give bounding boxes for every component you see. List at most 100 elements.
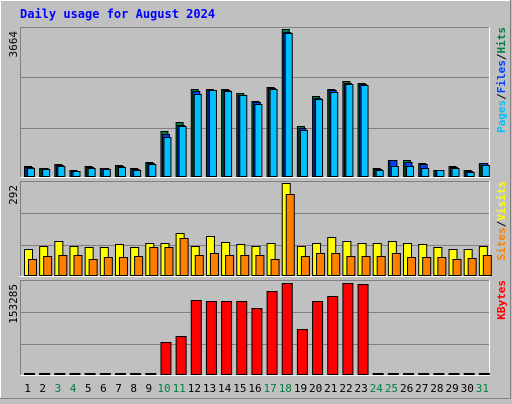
bar-kbytes-day-12 — [190, 300, 202, 375]
bar-kbytes-day-27 — [418, 373, 430, 375]
day-label-11: 11 — [173, 382, 186, 395]
bar-sites-day-31 — [482, 255, 492, 276]
day-label-15: 15 — [233, 382, 246, 395]
day-label-27: 27 — [415, 382, 428, 395]
bar-sites-day-10 — [164, 247, 174, 276]
bar-kbytes-day-20 — [312, 301, 324, 375]
bar-kbytes-day-9 — [145, 373, 157, 375]
day-label-1: 1 — [24, 382, 31, 395]
bar-kbytes-day-16 — [251, 308, 263, 375]
bar-sites-day-15 — [240, 255, 250, 276]
hits-legend-separator: / — [495, 93, 508, 100]
bar-pages-day-16 — [254, 104, 263, 177]
day-label-25: 25 — [385, 382, 398, 395]
bar-sites-day-16 — [255, 255, 265, 276]
bar-sites-day-19 — [300, 256, 310, 276]
bar-sites-day-26 — [407, 257, 417, 276]
bar-kbytes-day-15 — [236, 301, 248, 375]
bar-pages-day-26 — [406, 166, 415, 177]
day-label-4: 4 — [70, 382, 77, 395]
bar-kbytes-day-8 — [130, 373, 142, 375]
day-label-30: 30 — [461, 382, 474, 395]
bar-pages-day-13 — [208, 90, 217, 177]
bar-pages-day-4 — [72, 171, 81, 177]
bar-pages-day-15 — [239, 95, 248, 177]
day-label-22: 22 — [339, 382, 352, 395]
bar-kbytes-day-13 — [205, 301, 217, 375]
day-label-14: 14 — [218, 382, 232, 395]
bar-sites-day-28 — [437, 257, 447, 276]
bar-pages-day-10 — [163, 137, 172, 177]
bar-sites-day-27 — [422, 257, 432, 276]
bar-pages-day-21 — [330, 92, 339, 177]
bar-kbytes-day-31 — [478, 373, 490, 375]
bar-sites-day-1 — [28, 259, 37, 276]
bar-pages-day-17 — [269, 89, 278, 177]
visits-legend-sites: Sites — [495, 227, 508, 260]
day-label-13: 13 — [203, 382, 216, 395]
bar-pages-day-20 — [315, 99, 324, 177]
day-label-26: 26 — [400, 382, 413, 395]
day-label-8: 8 — [130, 382, 137, 395]
bar-pages-day-5 — [87, 168, 96, 177]
bar-sites-day-17 — [270, 259, 280, 276]
day-label-6: 6 — [100, 382, 107, 395]
bar-kbytes-day-17 — [266, 291, 278, 375]
bar-sites-day-13 — [209, 253, 219, 276]
kbytes-legend: KBytes — [495, 280, 508, 320]
bar-pages-day-2 — [42, 169, 51, 177]
bar-kbytes-day-1 — [24, 373, 35, 375]
hits-ymax-label: 3664 — [7, 31, 20, 58]
bar-kbytes-day-29 — [448, 373, 460, 375]
bar-kbytes-day-3 — [54, 373, 66, 375]
bar-sites-day-4 — [73, 255, 83, 276]
bar-kbytes-day-11 — [175, 336, 187, 375]
bar-kbytes-day-5 — [84, 373, 96, 375]
bar-sites-day-2 — [43, 256, 53, 276]
day-label-10: 10 — [157, 382, 170, 395]
day-label-28: 28 — [430, 382, 443, 395]
bar-sites-day-14 — [225, 255, 235, 276]
bar-pages-day-27 — [421, 168, 430, 177]
visits-panel — [20, 181, 492, 277]
bar-sites-day-9 — [149, 247, 159, 276]
bar-sites-day-21 — [331, 253, 341, 276]
bar-kbytes-day-18 — [281, 283, 293, 375]
day-label-3: 3 — [55, 382, 62, 395]
bar-sites-day-6 — [103, 257, 113, 276]
chart-panels: 3664Pages/Files/Hits292Sites/Visits15328… — [7, 27, 508, 376]
bar-kbytes-day-14 — [221, 301, 233, 375]
bar-sites-day-3 — [58, 255, 68, 276]
bar-kbytes-day-26 — [403, 373, 415, 375]
day-label-21: 21 — [324, 382, 337, 395]
hits-legend-hits: Hits — [495, 27, 508, 54]
bar-pages-day-31 — [481, 165, 490, 177]
bar-sites-day-30 — [467, 258, 477, 276]
bar-sites-day-22 — [346, 256, 356, 276]
bar-pages-day-19 — [299, 130, 308, 177]
bar-sites-day-7 — [118, 257, 128, 276]
visits-legend-visits: Visits — [495, 181, 508, 221]
day-label-2: 2 — [39, 382, 46, 395]
bar-sites-day-18 — [285, 194, 295, 276]
day-label-19: 19 — [294, 382, 307, 395]
day-label-17: 17 — [264, 382, 277, 395]
bar-kbytes-day-23 — [357, 284, 369, 375]
bar-sites-day-23 — [361, 256, 371, 276]
bar-pages-day-25 — [390, 166, 399, 177]
bar-pages-day-14 — [224, 91, 233, 177]
hits-legend-files: Files — [495, 60, 508, 93]
bar-sites-day-12 — [194, 255, 204, 276]
hits-legend-pages: Pages — [495, 100, 508, 133]
kbytes-ymax-label: 153285 — [7, 284, 20, 324]
bar-sites-day-20 — [316, 253, 326, 276]
bar-kbytes-day-7 — [114, 373, 126, 375]
bar-sites-day-29 — [452, 259, 462, 276]
bar-sites-day-24 — [376, 256, 386, 276]
bar-sites-day-25 — [391, 253, 401, 276]
bar-kbytes-day-6 — [99, 373, 111, 375]
bar-pages-day-8 — [133, 170, 142, 177]
day-label-31: 31 — [476, 382, 489, 395]
